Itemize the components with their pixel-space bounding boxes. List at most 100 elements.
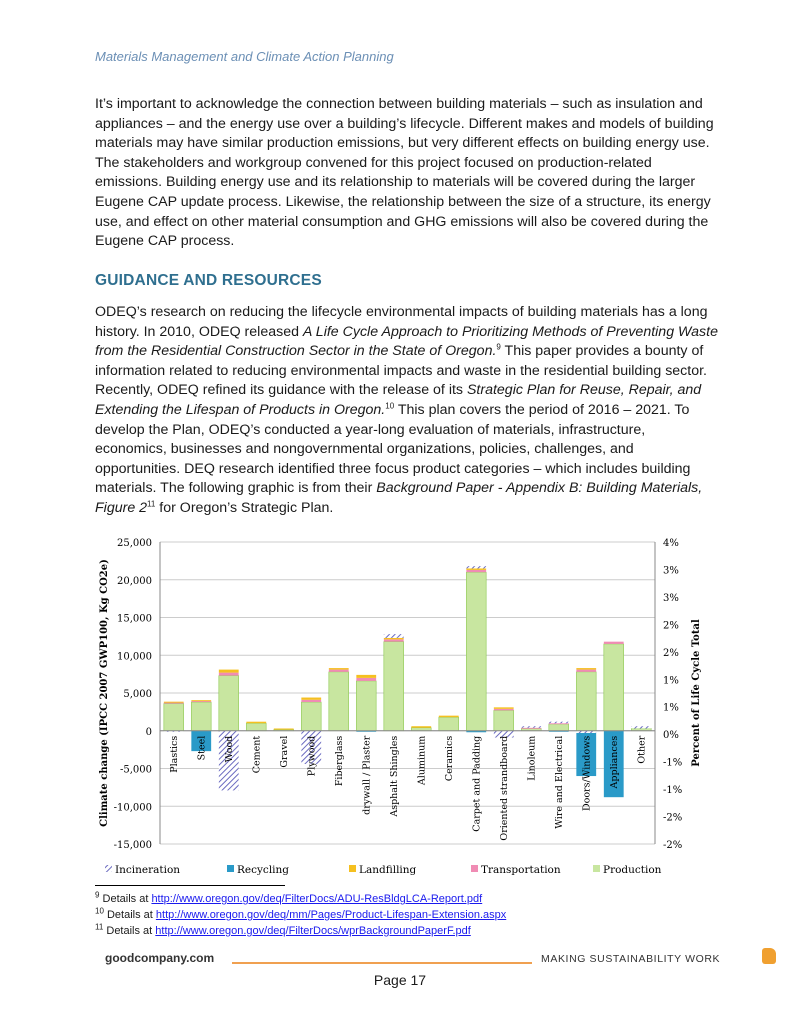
y-tick-label: 0 [146, 727, 152, 738]
footer-site: goodcompany.com [105, 951, 215, 965]
bar-segment-recycling [191, 730, 212, 752]
bar-segment-production [163, 703, 184, 732]
category-label: Appliances [609, 736, 620, 790]
category-label: Linoleum [526, 736, 537, 781]
bar-segment-transportation [493, 708, 514, 711]
bar-segment-transportation [218, 672, 239, 676]
footnote-link[interactable]: http://www.oregon.gov/deq/FilterDocs/ADU… [151, 893, 483, 905]
thumbs-up-icon [762, 948, 776, 964]
bar-segment-transportation [466, 569, 487, 573]
y-axis-label: Climate change (IPCC 2007 GWP100, Kg CO2… [99, 559, 110, 827]
legend-label: Recycling [237, 864, 289, 876]
bar-segment-landfilling [301, 697, 322, 700]
footnote-ref[interactable]: 10 [385, 401, 395, 411]
footer-tagline: MAKING SUSTAINABILITY WORK [541, 953, 721, 965]
y2-tick-label: 2% [663, 620, 679, 631]
legend-swatch [593, 865, 600, 872]
category-label: Other [636, 735, 647, 763]
bar-segment-transportation [191, 700, 212, 703]
category-label: Steel [196, 736, 207, 761]
y2-tick-label: -2% [663, 813, 682, 824]
footnote: 9 Details at http://www.oregon.gov/deq/F… [95, 890, 483, 906]
bar-segment-landfilling [246, 721, 267, 724]
footnote: 10 Details at http://www.oregon.gov/deq/… [95, 907, 507, 922]
y2-tick-label: 2% [663, 648, 679, 659]
y2-tick-label: -2% [663, 840, 682, 851]
bar-segment-landfilling [438, 715, 459, 718]
footnote-text: Details at [102, 893, 152, 905]
bar-segment-incineration [521, 726, 542, 728]
y2-axis-label: Percent of Life Cycle Total [691, 619, 702, 767]
bar-segment-incineration [548, 721, 569, 724]
bar-segment-landfilling [163, 701, 184, 703]
page-number: Page 17 [373, 972, 427, 988]
bar-segment-production [218, 675, 239, 732]
bar-segment-production [466, 571, 487, 732]
legend-label: Incineration [115, 864, 180, 876]
bar-segment-landfilling [328, 668, 349, 670]
footnote: 11 Details at http://www.oregon.gov/deq/… [95, 922, 471, 938]
category-label: Gravel [279, 736, 290, 768]
citation-title: A Life Cycle Approach to Prioritizing Me… [95, 323, 718, 360]
y-tick-label: -10,000 [114, 802, 152, 813]
bar-segment-production [301, 701, 322, 732]
bar-segment-incineration [383, 634, 404, 638]
bar-segment-landfilling [218, 669, 239, 673]
bar-segment-landfilling [411, 726, 432, 728]
footnote-number: 9 [95, 890, 100, 900]
y2-tick-label: -1% [663, 758, 682, 769]
text: ODEQ’s research on reducing the lifecycl… [95, 304, 708, 340]
y-tick-label: 20,000 [117, 576, 152, 587]
bar-segment-transportation [163, 702, 184, 704]
bar-segment-production [328, 671, 349, 732]
footnote-ref[interactable]: 9 [496, 342, 501, 352]
legend-swatch [349, 865, 356, 872]
bar-segment-production [576, 671, 597, 732]
bar-segment-production [438, 716, 459, 732]
legend-label: Landfilling [359, 864, 417, 876]
bar-segment-landfilling [191, 700, 212, 702]
section-heading: GUIDANCE AND RESOURCES [95, 272, 322, 289]
bar-segment-landfilling [466, 568, 487, 570]
y-tick-label: 5,000 [123, 689, 152, 700]
bar-segment-incineration [218, 730, 239, 791]
citation-title: Strategic Plan for Reuse, Repair, and Ex… [95, 382, 702, 418]
footnote-link[interactable]: http://www.oregon.gov/deq/mm/Pages/Produ… [155, 909, 507, 921]
category-label: Plastics [169, 736, 180, 773]
footnote-divider [95, 885, 285, 886]
citation-title: Background Paper - Appendix B: Building … [95, 480, 703, 516]
bar-segment-transportation [356, 677, 377, 681]
bar-segment-production [493, 710, 514, 732]
y-tick-label: 25,000 [117, 538, 152, 549]
y-tick-label: -5,000 [120, 765, 152, 776]
footnote-ref[interactable]: 11 [147, 499, 156, 509]
category-label: Fiberglass [334, 736, 345, 787]
paragraph-lifecycle: It’s important to acknowledge the connec… [95, 96, 714, 250]
bar-segment-recycling [466, 730, 487, 733]
y-tick-label: 15,000 [117, 614, 152, 625]
y2-tick-label: 4% [663, 538, 679, 549]
bar-segment-transportation [383, 639, 404, 642]
y-tick-label: 10,000 [117, 651, 152, 662]
bar-segment-transportation [576, 669, 597, 672]
footnote-text: Details at [106, 909, 156, 921]
footnote-link[interactable]: http://www.oregon.gov/deq/FilterDocs/wpr… [155, 925, 471, 937]
bar-segment-production [383, 641, 404, 732]
category-label: Wood [224, 736, 235, 763]
legend-swatch [105, 865, 112, 872]
paragraph-guidance: ODEQ’s research on reducing the lifecycl… [95, 303, 720, 519]
bar-segment-production [191, 701, 212, 732]
bar-segment-production [356, 680, 377, 732]
category-label: Aluminum [416, 736, 427, 786]
footnote-text: Details at [106, 925, 156, 937]
category-label: Asphalt Shingles [389, 736, 400, 818]
y2-tick-label: 1% [663, 675, 679, 686]
bar-segment-recycling [576, 733, 597, 777]
bar-segment-landfilling [493, 707, 514, 709]
footnote-number: 11 [95, 922, 104, 932]
text: for Oregon’s Strategic Plan. [155, 499, 334, 516]
legend-label: Production [603, 864, 662, 876]
bar-segment-production [548, 723, 569, 732]
bar-segment-production [603, 643, 624, 732]
